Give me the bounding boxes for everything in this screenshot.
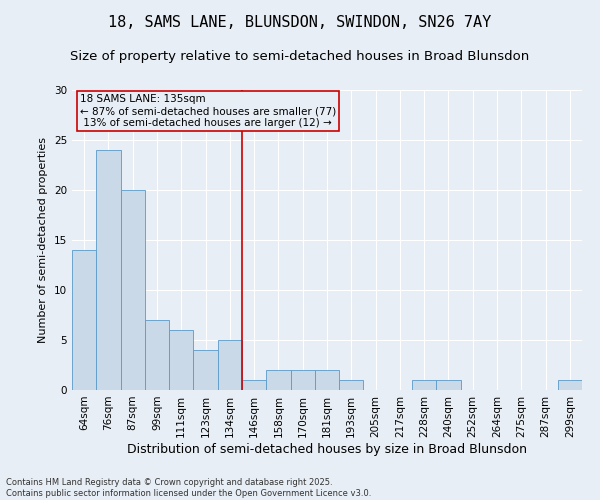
- Bar: [339, 380, 364, 390]
- Text: Contains HM Land Registry data © Crown copyright and database right 2025.
Contai: Contains HM Land Registry data © Crown c…: [6, 478, 371, 498]
- Bar: [72, 250, 96, 390]
- Text: 18, SAMS LANE, BLUNSDON, SWINDON, SN26 7AY: 18, SAMS LANE, BLUNSDON, SWINDON, SN26 7…: [109, 15, 491, 30]
- Bar: [121, 190, 145, 390]
- X-axis label: Distribution of semi-detached houses by size in Broad Blunsdon: Distribution of semi-detached houses by …: [127, 442, 527, 456]
- Text: 18 SAMS LANE: 135sqm
← 87% of semi-detached houses are smaller (77)
 13% of semi: 18 SAMS LANE: 135sqm ← 87% of semi-detac…: [80, 94, 336, 128]
- Y-axis label: Number of semi-detached properties: Number of semi-detached properties: [38, 137, 49, 343]
- Bar: [145, 320, 169, 390]
- Bar: [558, 380, 582, 390]
- Bar: [218, 340, 242, 390]
- Bar: [412, 380, 436, 390]
- Bar: [315, 370, 339, 390]
- Text: Size of property relative to semi-detached houses in Broad Blunsdon: Size of property relative to semi-detach…: [70, 50, 530, 63]
- Bar: [193, 350, 218, 390]
- Bar: [169, 330, 193, 390]
- Bar: [290, 370, 315, 390]
- Bar: [436, 380, 461, 390]
- Bar: [266, 370, 290, 390]
- Bar: [242, 380, 266, 390]
- Bar: [96, 150, 121, 390]
